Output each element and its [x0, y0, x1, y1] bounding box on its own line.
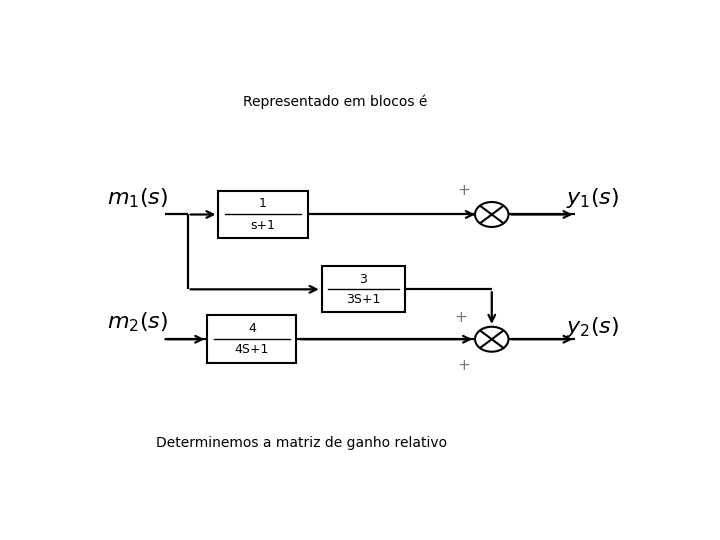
Bar	[218, 191, 307, 238]
Text: +: +	[457, 183, 470, 198]
Bar	[322, 266, 405, 312]
Text: $y_2(s)$: $y_2(s)$	[566, 315, 618, 339]
Text: s+1: s+1	[251, 219, 276, 232]
Text: 1: 1	[259, 198, 267, 211]
Text: $m_1(s)$: $m_1(s)$	[107, 186, 168, 210]
Text: 4: 4	[248, 322, 256, 335]
Text: +: +	[455, 309, 467, 325]
Text: 3: 3	[359, 273, 367, 286]
Text: 4S+1: 4S+1	[235, 343, 269, 356]
Text: +: +	[457, 358, 470, 373]
Text: Representado em blocos é: Representado em blocos é	[243, 95, 428, 110]
Bar	[207, 315, 297, 363]
Circle shape	[475, 327, 508, 352]
Text: $m_2(s)$: $m_2(s)$	[107, 311, 168, 334]
Text: Determinemos a matriz de ganho relativo: Determinemos a matriz de ganho relativo	[156, 436, 448, 450]
Circle shape	[475, 202, 508, 227]
Text: $y_1(s)$: $y_1(s)$	[566, 186, 618, 210]
Text: 3S+1: 3S+1	[346, 293, 381, 306]
